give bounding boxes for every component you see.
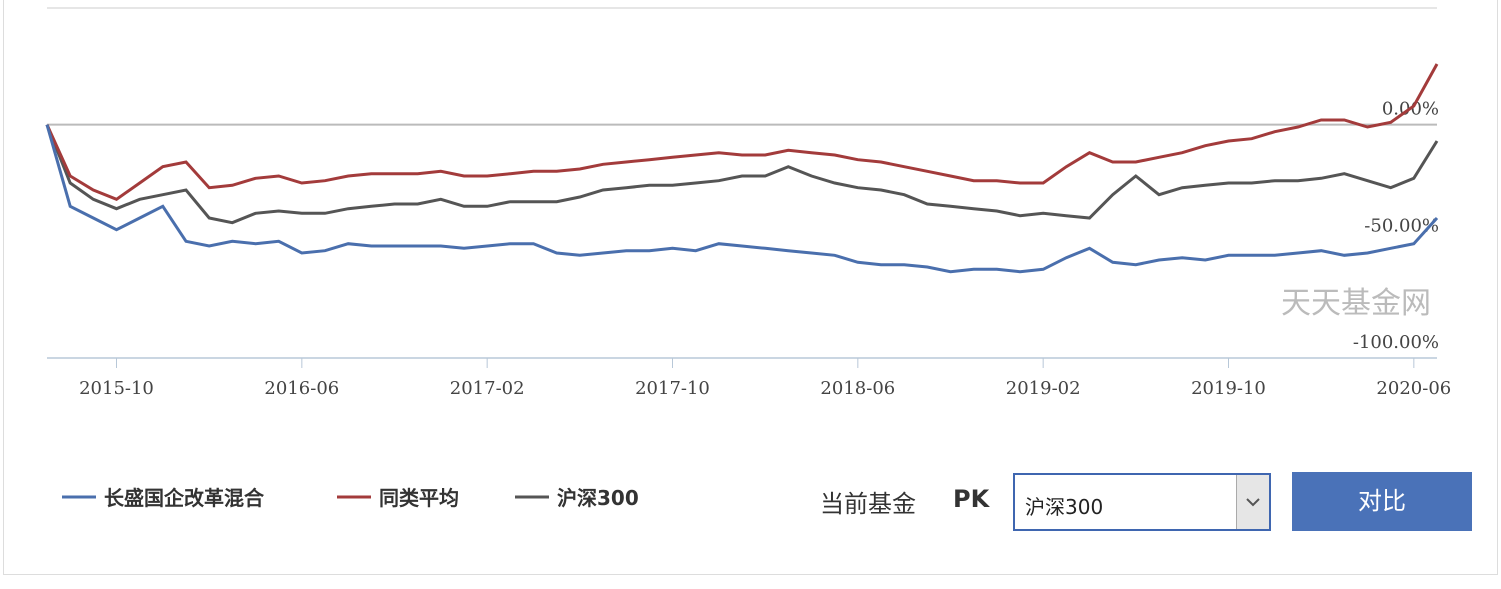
x-tick-label: 2020-06	[1376, 378, 1451, 399]
legend-label: 同类平均	[379, 486, 459, 510]
series-line	[45, 63, 1439, 201]
x-tick-label: 2017-02	[450, 378, 525, 399]
arrow-icon	[1246, 498, 1260, 507]
y-tick-label: -100.00%	[1353, 332, 1439, 353]
select-arrow[interactable]	[1236, 475, 1269, 529]
x-tick-label: 2016-06	[264, 378, 339, 399]
compare-button[interactable]: 对比	[1292, 472, 1472, 531]
current-fund-label: 当前基金	[820, 490, 916, 518]
legend-label: 长盛国企改革混合	[104, 486, 265, 510]
x-tick-label: 2019-02	[1006, 378, 1081, 399]
y-tick-label: -50.00%	[1364, 215, 1439, 236]
legend-label: 沪深300	[557, 486, 639, 510]
pk-label: PK	[953, 485, 990, 513]
x-tick-label: 2018-06	[820, 378, 895, 399]
x-tick-label: 2015-10	[79, 378, 154, 399]
x-tick-label: 2017-10	[635, 378, 710, 399]
watermark: 天天基金网	[1281, 286, 1431, 321]
series-line	[45, 124, 1439, 225]
series-line	[45, 124, 1439, 274]
select-value: 沪深300	[1025, 495, 1104, 519]
frame	[3, 0, 1498, 575]
fund-select[interactable]: 沪深300	[1013, 473, 1271, 531]
x-tick-label: 2019-10	[1191, 378, 1266, 399]
